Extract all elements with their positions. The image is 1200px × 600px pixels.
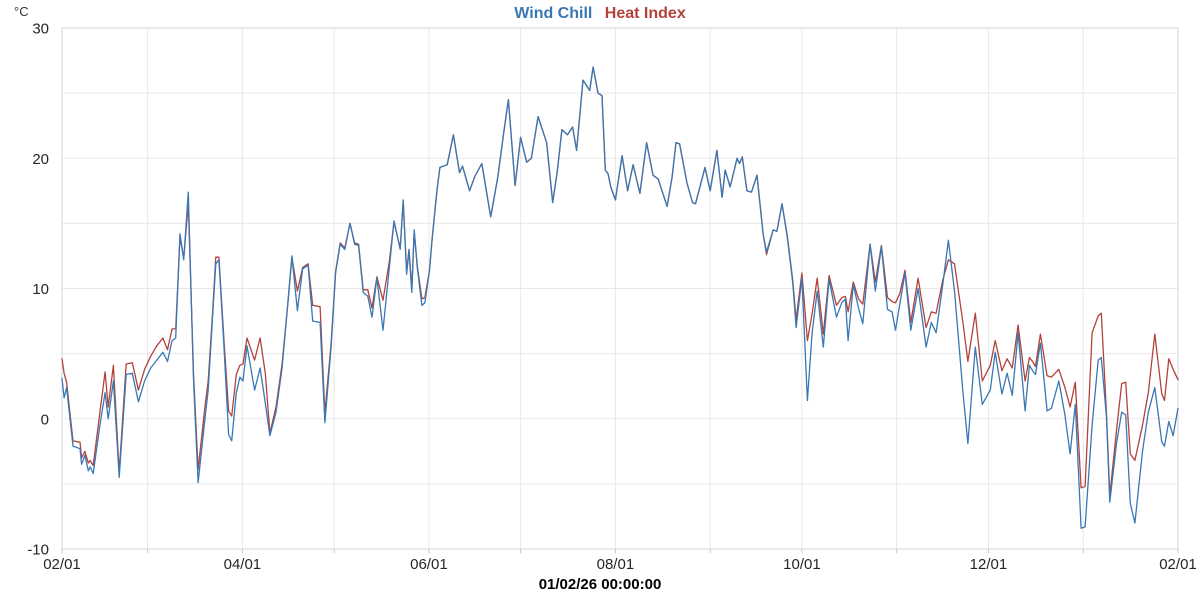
legend-wind-chill[interactable]: Wind Chill <box>514 5 593 22</box>
y-tick-label: 0 <box>41 411 49 428</box>
y-tick-label: -10 <box>27 542 49 559</box>
x-tick-label: 08/01 <box>597 556 635 573</box>
x-tick-label: 02/01 <box>43 556 81 573</box>
chart-legend: Wind Chill Heat Index <box>0 5 1200 23</box>
x-tick-label: 02/01 <box>1159 556 1197 573</box>
y-gridlines <box>62 92 1178 485</box>
plot-border <box>61 27 1179 550</box>
y-tick-label: 30 <box>32 21 49 38</box>
wind-chill-line <box>61 66 1179 529</box>
x-tick-label: 06/01 <box>410 556 448 573</box>
y-tick-labels: 30 20 10 0 -10 <box>27 21 49 559</box>
x-tick-label: 04/01 <box>224 556 262 573</box>
x-tick-labels: 02/01 04/01 06/01 08/01 10/01 12/01 02/01 <box>43 556 1197 573</box>
timestamp-caption: 01/02/26 00:00:00 <box>538 576 662 593</box>
heat-index-line <box>61 66 1179 497</box>
x-axis-ticks <box>61 549 1179 554</box>
y-tick-label: 10 <box>32 281 49 298</box>
x-gridlines <box>147 28 1084 549</box>
legend-heat-index[interactable]: Heat Index <box>604 5 686 22</box>
y-tick-label: 20 <box>32 151 49 168</box>
x-tick-label: 10/01 <box>783 556 821 573</box>
x-tick-label: 12/01 <box>970 556 1008 573</box>
y-axis-unit-label: °C <box>14 4 29 19</box>
